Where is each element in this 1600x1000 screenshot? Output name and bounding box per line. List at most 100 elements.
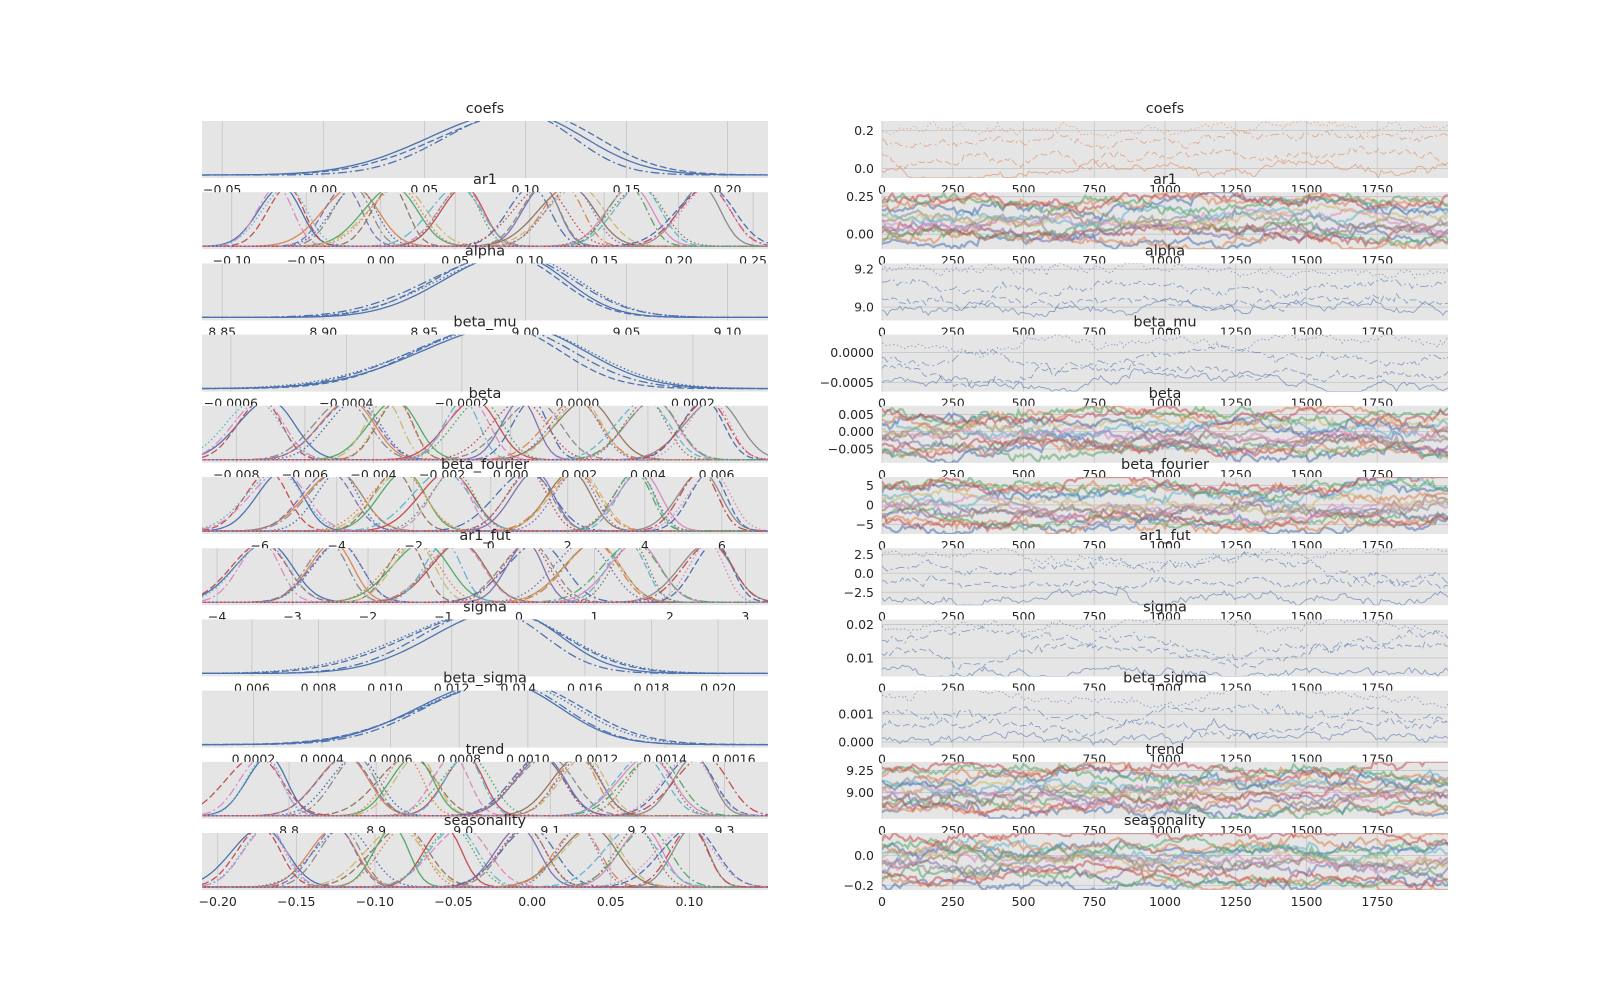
panel-title: sigma: [1143, 599, 1187, 615]
density-curve: [202, 548, 768, 603]
panel-title: beta: [1149, 386, 1182, 402]
y-tick-label: −5: [856, 517, 874, 532]
y-tick-label: 0.01: [846, 650, 874, 665]
trace-line: [882, 772, 1448, 799]
panel-title: alpha: [1145, 243, 1185, 259]
trace-line: [882, 716, 1448, 740]
panel-title: coefs: [466, 101, 504, 117]
trace-line: [882, 405, 1448, 429]
trace-line: [882, 837, 1448, 861]
trace-line: [882, 761, 1448, 786]
density-curve: [202, 263, 768, 319]
trace-line: [882, 774, 1448, 805]
trace-line: [882, 207, 1448, 239]
x-tick-label: 2: [666, 609, 674, 624]
density-curve: [202, 405, 768, 461]
trace-line: [882, 192, 1448, 216]
density-curve: [202, 548, 768, 603]
trace-line: [882, 278, 1448, 299]
trace-line: [882, 625, 1448, 660]
trace-line: [882, 619, 1448, 639]
x-tick-label: 0: [878, 253, 886, 268]
density-curve: [202, 405, 768, 461]
panel-ar1-density: ar1−0.10 −0.05 0.00 0.05 0.10 0.15 0.20 0.25: [202, 172, 768, 268]
panel-title: beta_sigma: [1123, 671, 1207, 687]
trace-line: [882, 360, 1448, 389]
trace-line: [882, 297, 1448, 318]
density-curve: [202, 477, 768, 532]
density-curve: [202, 121, 768, 176]
x-tick-label: 0: [878, 538, 886, 553]
trace-line: [882, 664, 1448, 677]
plot-area: [202, 619, 768, 677]
y-tick-label: 9.25: [846, 763, 874, 778]
trace-line: [882, 192, 1448, 214]
trace-line: [882, 225, 1448, 250]
plot-area: [202, 690, 768, 748]
density-curve: [202, 761, 768, 817]
y-tick-label: 0.000: [838, 735, 874, 750]
y-tick-label: 0.0: [854, 161, 874, 176]
panel-title: trend: [466, 742, 505, 758]
density-curve: [202, 690, 768, 746]
y-tick-label: 9.2: [854, 262, 874, 277]
density-curve: [202, 334, 768, 390]
trace-line: [882, 343, 1448, 373]
x-tick-label: 2: [564, 538, 572, 553]
density-curve: [202, 334, 768, 390]
density-curve: [202, 477, 768, 532]
panel-title: ar1: [473, 172, 497, 188]
panel-title: sigma: [463, 599, 507, 615]
y-tick-label: 0.001: [838, 707, 874, 722]
density-curve: [202, 548, 768, 603]
density-curve: [202, 334, 768, 390]
panel-beta-density: beta−0.008 −0.006 −0.004 −0.002 0.000 0.002 0.…: [202, 386, 768, 482]
x-tick-label: 250: [941, 894, 965, 909]
density-curve: [202, 192, 768, 247]
trace-line: [882, 703, 1448, 726]
panel-seasonality-density: seasonality −0.20 −0.15 −0.10 −0.05 0.00 0.05 0…: [199, 813, 768, 909]
panel-title: seasonality: [1124, 813, 1207, 829]
y-tick-label: 0.000: [838, 424, 874, 439]
y-tick-label: 0: [866, 497, 874, 512]
x-tick-label: 0.00: [518, 894, 546, 909]
density-curve: [202, 192, 768, 247]
panel-beta_fourier-density: beta_fourier−6 −4 −2 0 2 4 6: [202, 457, 768, 553]
y-tick-label: 5: [866, 478, 874, 493]
y-tick-label: 0.02: [846, 617, 874, 632]
trace-line: [882, 571, 1448, 590]
x-tick-label: 0: [878, 467, 886, 482]
x-tick-label: 0: [878, 823, 886, 838]
y-tick-label: −2.5: [844, 585, 874, 600]
trace-line: [882, 487, 1448, 518]
y-tick-label: 9.0: [854, 300, 874, 315]
x-tick-label: 0: [878, 752, 886, 767]
trace-line: [882, 121, 1448, 139]
trace-line: [882, 862, 1448, 890]
trace-line: [882, 785, 1448, 819]
density-curve: [202, 833, 768, 888]
x-tick-label: 4: [641, 538, 649, 553]
density-curve: [202, 477, 768, 532]
density-curve: [202, 619, 768, 675]
density-curve: [202, 761, 768, 817]
panel-seasonality-trace: seasonality 0.0 −0.2 0 250 500 750 1000 1250 1500…: [844, 813, 1448, 909]
density-curve: [202, 548, 768, 603]
panel-title: beta_mu: [453, 315, 516, 331]
trace-line: [882, 833, 1448, 856]
plot-area: [202, 121, 768, 178]
trace-line: [882, 129, 1448, 150]
trace-line: [882, 202, 1448, 234]
x-tick-label: 1: [590, 609, 598, 624]
x-tick-label: 0: [515, 609, 523, 624]
density-curve: [202, 833, 768, 888]
y-tick-label: 0.0: [854, 848, 874, 863]
x-tick-label: 0: [487, 538, 495, 553]
panel-title: coefs: [1146, 101, 1184, 117]
density-curve: [202, 192, 768, 247]
y-tick-label: 0.2: [854, 123, 874, 138]
density-curve: [202, 405, 768, 461]
